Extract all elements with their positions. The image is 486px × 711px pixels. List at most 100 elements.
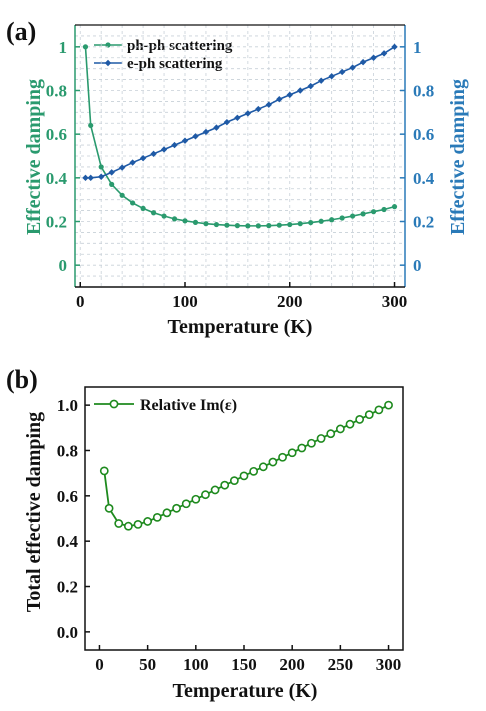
panel-b-label: (b): [6, 365, 38, 394]
panel-a-point-e-ph: [349, 64, 356, 71]
panel-a-point-ph-ph: [266, 223, 272, 229]
panel-a-point-ph-ph: [88, 122, 94, 129]
panel-a-point-e-ph: [202, 128, 210, 136]
panel-a-point-ph-ph: [360, 211, 366, 217]
panel-a-point-e-ph: [359, 58, 367, 66]
panel-a-point-ph-ph: [213, 221, 220, 228]
panel-a-point-e-ph: [307, 82, 314, 90]
panel-a-left-tick-label: 0.6: [46, 125, 67, 144]
panel-a-point-ph-ph: [318, 218, 324, 224]
panel-b-plot-frame: [84, 386, 404, 651]
panel-b-point-relative-im: [152, 512, 162, 522]
panel-b-point-relative-im: [258, 462, 268, 472]
panel-a-point-ph-ph: [203, 221, 209, 227]
panel-b-point-relative-im: [239, 471, 249, 481]
panel-a-point-e-ph: [244, 110, 252, 117]
panel-a-point-ph-ph: [234, 223, 240, 229]
panel-a-point-e-ph: [223, 118, 231, 126]
panel-b-point-relative-im: [229, 476, 239, 486]
panel-a-x-tick-label: 0: [76, 292, 85, 311]
panel-a-point-e-ph: [192, 133, 199, 140]
panel-a-point-e-ph: [213, 124, 220, 131]
panel-a-point-ph-ph: [339, 215, 345, 221]
panel-a-legend: ph-ph scattering e-ph scattering: [94, 38, 233, 72]
panel-a-right-tick-label: 0.6: [413, 125, 434, 144]
panel-a-point-e-ph: [82, 174, 89, 182]
panel-a-point-e-ph: [276, 96, 283, 103]
panel-a-point-e-ph: [118, 164, 126, 171]
panel-b-point-relative-im: [287, 448, 297, 458]
panel-a-point-e-ph: [129, 159, 136, 166]
panel-b-y-tick-label: 0.0: [57, 623, 78, 642]
panel-a-point-ph-ph: [192, 219, 199, 225]
panel-a-point-ph-ph: [171, 216, 178, 222]
panel-a-legend-marker-ph-ph: [105, 42, 111, 48]
panel-b-point-relative-im: [114, 519, 124, 528]
panel-a-point-ph-ph: [381, 206, 387, 213]
panel-b-point-relative-im: [181, 499, 191, 509]
panel-a-point-e-ph: [181, 137, 189, 144]
panel-b-legend-marker: [109, 399, 119, 409]
panel-a-point-e-ph: [150, 150, 157, 158]
panel-a-x-tick-label: 100: [172, 292, 198, 311]
panel-a-point-e-ph: [234, 114, 241, 121]
panel-a-point-ph-ph: [98, 164, 104, 170]
panel-b-y-axis-title: Total effective damping: [23, 412, 45, 612]
panel-b-x-tick-label: 200: [279, 655, 305, 674]
panel-a-point-ph-ph: [308, 219, 314, 226]
panel-a-point-e-ph: [370, 54, 377, 61]
panel-a-point-e-ph: [255, 105, 262, 113]
panel-a-point-ph-ph: [150, 210, 157, 216]
panel-a-point-ph-ph: [224, 222, 230, 228]
panel-a-right-tick-label: 0.4: [413, 169, 435, 188]
panel-b-point-relative-im: [104, 503, 114, 513]
panel-b-legend-label-relative-im: Relative Im(ε): [140, 397, 237, 414]
panel-b-x-tick-label: 50: [139, 655, 156, 674]
panel-b-x-axis-title: Temperature (K): [173, 680, 318, 702]
panel-b-point-relative-im: [355, 415, 365, 424]
panel-b-point-relative-im: [316, 434, 326, 443]
panel-b-y-tick-label: 1.0: [57, 396, 78, 415]
panel-a-legend-marker-e-ph: [104, 59, 112, 67]
panel-b-point-relative-im: [123, 521, 133, 531]
panel-a-point-e-ph: [139, 154, 147, 162]
panel-a-point-ph-ph: [161, 213, 167, 219]
panel-a-point-e-ph: [97, 173, 105, 180]
panel-b-y-tick-label: 0.4: [57, 532, 79, 551]
panel-a-point-e-ph: [171, 141, 178, 149]
panel-b-x-tick-label: 100: [183, 655, 209, 674]
panel-a-point-e-ph: [87, 174, 94, 182]
panel-a-left-tick-label: 0.8: [46, 82, 67, 101]
panel-a-left-y-axis-title: Effective damping: [23, 79, 45, 235]
panel-a-point-e-ph: [108, 169, 115, 176]
panel-b-point-relative-im: [268, 457, 278, 467]
panel-b-y-tick-label: 0.8: [57, 441, 78, 460]
panel-a-point-e-ph: [265, 101, 273, 108]
panel-a-point-ph-ph: [255, 223, 261, 229]
panel-b-point-relative-im: [374, 405, 384, 415]
panel-a-left-tick-label: 0.4: [46, 169, 68, 188]
panel-b-point-relative-im: [364, 410, 374, 420]
panel-a-point-ph-ph: [130, 200, 136, 206]
panel-a-point-ph-ph: [182, 218, 188, 224]
panel-b-x-tick-label: 0: [95, 655, 104, 674]
panel-a-point-e-ph: [328, 73, 335, 80]
panel-b-point-relative-im: [249, 466, 259, 476]
panel-a-point-e-ph: [317, 77, 325, 84]
panel-a-point-ph-ph: [140, 205, 146, 211]
panel-a-point-ph-ph: [245, 223, 251, 229]
panel-a-point-ph-ph: [350, 213, 356, 219]
panel-b-point-relative-im: [307, 438, 316, 448]
panel-a-point-e-ph: [286, 91, 293, 99]
panel-a-label: (a): [6, 17, 36, 46]
panel-a-right-tick-label: 0.8: [413, 82, 434, 101]
panel-a-left-tick-label: 1: [59, 38, 68, 57]
panel-b-x-tick-label: 150: [231, 655, 257, 674]
panel-b-point-relative-im: [143, 517, 153, 526]
panel-b-y-tick-label: 0.6: [57, 487, 78, 506]
panel-b-point-relative-im: [99, 466, 109, 476]
panel-a-point-ph-ph: [109, 181, 115, 187]
panel-b-point-relative-im: [210, 485, 220, 495]
